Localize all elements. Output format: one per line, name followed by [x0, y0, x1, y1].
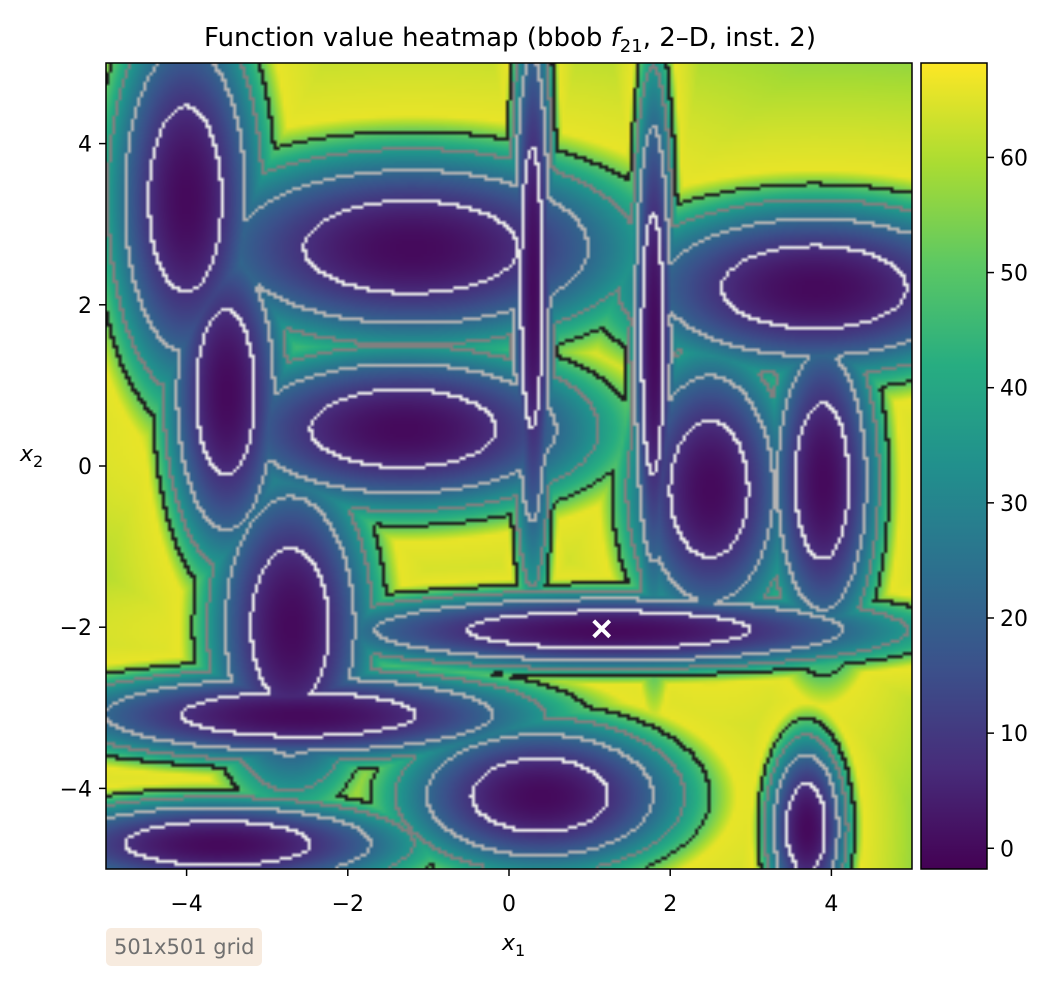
x-axis-label: x1	[501, 931, 525, 960]
colorbar-ticks: 0 10 20 30 40 50 60	[987, 146, 1028, 862]
colorbar-tick-label: 60	[1000, 146, 1028, 171]
heatmap-image	[106, 63, 912, 869]
y-axis-label: x2	[19, 442, 43, 471]
optimum-marker	[592, 619, 612, 639]
optimum-marker-stroke	[592, 619, 612, 639]
grid-size-badge: 501x501 grid	[106, 928, 263, 966]
colorbar-tick-label: 40	[1000, 377, 1028, 402]
colorbar-gradient	[920, 62, 988, 870]
x-tick-label: 2	[663, 892, 677, 917]
x-axis-ticks: −4 −2 0 2 4	[170, 869, 838, 917]
y-tick-label: −2	[60, 616, 92, 641]
chart-title: Function value heatmap (bbob f21, 2–D, i…	[204, 23, 816, 57]
heatmap-panel	[105, 62, 913, 870]
colorbar-tick-label: 10	[1000, 722, 1028, 747]
y-tick-label: −4	[60, 777, 92, 802]
colorbar-tick-label: 50	[1000, 262, 1028, 287]
colorbar-tick-label: 0	[1000, 837, 1014, 862]
x-tick-label: −2	[332, 892, 364, 917]
x-tick-label: 4	[824, 892, 838, 917]
colorbar-tick-label: 30	[1000, 492, 1028, 517]
x-tick-label: −4	[170, 892, 202, 917]
colorbar-tick-label: 20	[1000, 607, 1028, 632]
y-tick-label: 0	[78, 455, 92, 480]
y-tick-label: 2	[78, 294, 92, 319]
y-tick-label: 4	[78, 133, 92, 158]
y-axis-ticks: −4 −2 0 2 4	[60, 133, 106, 802]
colorbar: 0 10 20 30 40 50 60	[920, 62, 1028, 870]
x-tick-label: 0	[502, 892, 516, 917]
